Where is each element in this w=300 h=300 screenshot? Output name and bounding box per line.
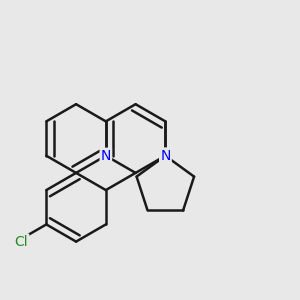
- Text: N: N: [160, 149, 170, 163]
- Text: N: N: [160, 149, 170, 163]
- Text: N: N: [100, 149, 111, 163]
- Text: Cl: Cl: [15, 235, 28, 249]
